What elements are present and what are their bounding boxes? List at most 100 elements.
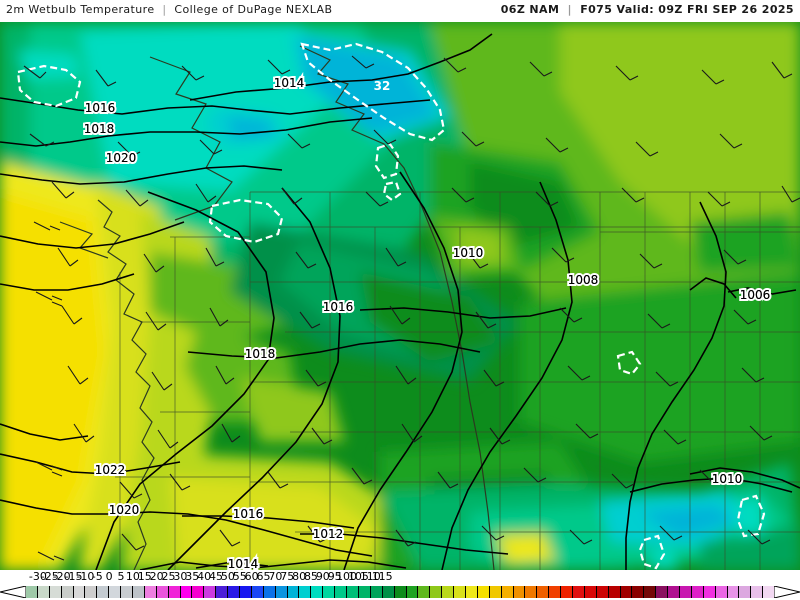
colorbar-swatch[interactable] [394,586,407,598]
colorbar-swatch[interactable] [73,586,86,598]
colorbar-swatch[interactable] [287,586,300,598]
colorbar-swatch[interactable] [382,586,395,598]
colorbar-swatch[interactable] [192,586,205,598]
colorbar-swatch[interactable] [442,586,455,598]
isobar-label: 1014 [274,76,305,90]
colorbar-swatch[interactable] [299,586,312,598]
isobar-label-halo: 1010 [453,246,484,260]
isobar-label-halo: 1006 [740,288,771,302]
header-separator: | [162,3,167,16]
colorbar-swatch[interactable] [549,586,562,598]
colorbar-swatch[interactable] [97,586,110,598]
colorbar-swatch[interactable] [204,586,217,598]
colorbar-tick-label: -20 [52,570,71,583]
colorbar-swatch[interactable] [561,586,573,598]
colorbar-swatch[interactable] [727,586,740,598]
colorbar-swatch[interactable] [572,586,585,598]
colorbar-swatches[interactable] [26,586,775,598]
colorbar-tick-label: 20 [149,570,164,583]
colorbar-tick-label: 115 [371,570,393,583]
colorbar-swatch[interactable] [61,586,74,598]
colorbar-swatch[interactable] [501,586,514,598]
colorbar-swatch[interactable] [489,586,502,598]
colorbar-swatch[interactable] [430,586,443,598]
colorbar-swatch[interactable] [739,586,752,598]
colorbar-swatch[interactable] [311,586,324,598]
colorbar-swatch[interactable] [26,586,38,598]
colorbar-tick-label: 70 [268,570,283,583]
colorbar-swatch[interactable] [703,586,716,598]
isobar-label-halo: 1014 [228,557,259,570]
colorbar-swatch[interactable] [263,586,276,598]
colorbar-swatch[interactable] [216,586,229,598]
colorbar-swatch[interactable] [335,586,348,598]
colorbar-swatch[interactable] [454,586,466,598]
colorbar-swatch[interactable] [537,586,550,598]
header-left-group: 2m Wetbulb Temperature | College of DuPa… [6,3,332,16]
colorbar-swatch[interactable] [679,586,692,598]
colorbar-swatch[interactable] [668,586,680,598]
header-right-group: 06Z NAM | F075 Valid: 09Z FRI SEP 26 202… [501,3,794,16]
wind-barbs [23,55,800,561]
colorbar-swatch[interactable] [751,586,764,598]
colorbar-swatch[interactable] [691,586,704,598]
freezing-label-group: 32 [374,79,391,93]
colorbar-swatch[interactable] [608,586,621,598]
colorbar-swatch[interactable] [156,586,169,598]
colorbar-swatch[interactable] [656,586,669,598]
colorbar-swatch[interactable] [370,586,383,598]
colorbar-swatch[interactable] [620,586,633,598]
colorbar-swatch[interactable] [347,586,359,598]
colorbar-swatch[interactable] [406,586,419,598]
colorbar-swatch[interactable] [584,586,597,598]
colorbar-tick-label: 90 [315,570,330,583]
colorbar-swatch[interactable] [133,586,145,598]
isobar-label: 1018 [84,122,115,136]
isobar-label-halo: 1016 [233,507,264,521]
under-range-arrow-icon [0,586,26,598]
colorbar-tick-label: 110 [359,570,381,583]
isobar-label-halo: 1018 [245,347,276,361]
colorbar-swatch[interactable] [240,586,252,598]
map-canvas[interactable]: 1016 1016 1018 1018 1020 1020 1014 1014 1016 1016… [0,22,800,570]
isobar-label: 1010 [453,246,484,260]
colorbar-swatch[interactable] [168,586,181,598]
isobar-label-halo: 1020 [106,151,137,165]
isobar-label: 1016 [85,101,116,115]
colorbar[interactable]: -30 -25 -20 -15 -10 -5 0 5 10 15 20 25 30 35 40 45 50 55 6… [0,570,800,600]
colorbar-swatch[interactable] [37,586,50,598]
colorbar-tick-label: 40 [197,570,212,583]
freezing-level-label: 32 [374,79,391,93]
colorbar-swatch[interactable] [180,586,193,598]
colorbar-swatch[interactable] [144,586,157,598]
colorbar-tick-label: -10 [76,570,95,583]
colorbar-tick-label: 55 [232,570,247,583]
isobar-label-halo: 1020 [109,503,140,517]
colorbar-swatch[interactable] [644,586,657,598]
isobar-label-halo: 1022 [95,463,126,477]
colorbar-swatch[interactable] [358,586,371,598]
colorbar-swatch[interactable] [477,586,490,598]
colorbar-swatch[interactable] [632,586,645,598]
product-title: 2m Wetbulb Temperature [6,3,155,16]
freezing-contours [16,42,766,570]
colorbar-tick-label: 75 [280,570,295,583]
colorbar-swatch[interactable] [275,586,288,598]
colorbar-tick-label: 45 [208,570,223,583]
colorbar-swatch[interactable] [228,586,241,598]
colorbar-swatch[interactable] [109,586,122,598]
colorbar-swatch[interactable] [418,586,431,598]
colorbar-swatch[interactable] [465,586,478,598]
header-separator-right: | [567,3,572,16]
colorbar-swatch[interactable] [85,586,98,598]
colorbar-swatch[interactable] [49,586,62,598]
colorbar-swatch[interactable] [251,586,264,598]
colorbar-swatch[interactable] [513,586,526,598]
colorbar-swatch[interactable] [596,586,609,598]
colorbar-swatch[interactable] [323,586,336,598]
colorbar-swatch[interactable] [715,586,728,598]
colorbar-swatch[interactable] [525,586,538,598]
colorbar-swatch[interactable] [121,586,134,598]
colorbar-swatch[interactable] [763,586,775,598]
